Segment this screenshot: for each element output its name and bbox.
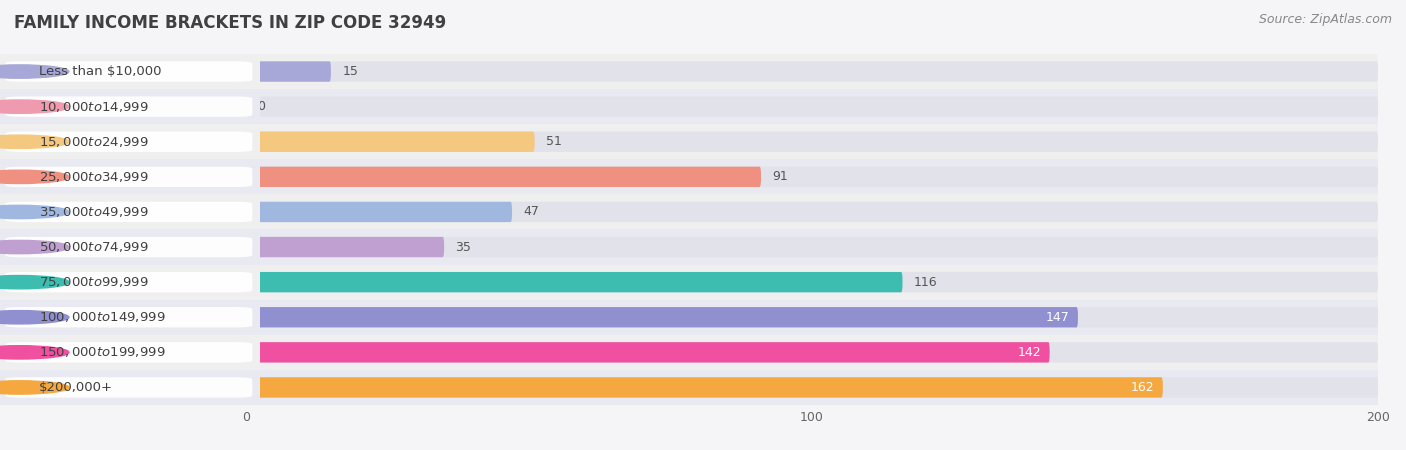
Text: 147: 147 <box>1046 311 1070 324</box>
Bar <box>0 54 260 89</box>
FancyBboxPatch shape <box>246 377 1378 398</box>
Bar <box>0 335 260 370</box>
FancyBboxPatch shape <box>6 166 252 187</box>
Bar <box>0 159 260 194</box>
Text: $150,000 to $199,999: $150,000 to $199,999 <box>39 345 166 360</box>
Text: $35,000 to $49,999: $35,000 to $49,999 <box>39 205 149 219</box>
FancyBboxPatch shape <box>246 202 1378 222</box>
Bar <box>246 335 1378 370</box>
Bar <box>246 89 1378 124</box>
Circle shape <box>0 205 69 219</box>
FancyBboxPatch shape <box>6 377 252 398</box>
FancyBboxPatch shape <box>246 166 1378 187</box>
FancyBboxPatch shape <box>6 96 252 117</box>
Text: $100,000 to $149,999: $100,000 to $149,999 <box>39 310 166 324</box>
Text: 162: 162 <box>1130 381 1154 394</box>
Text: $15,000 to $24,999: $15,000 to $24,999 <box>39 135 149 149</box>
Bar <box>246 54 1378 89</box>
Bar <box>0 194 260 230</box>
Bar <box>0 124 260 159</box>
Bar <box>0 265 260 300</box>
FancyBboxPatch shape <box>246 342 1050 363</box>
Bar <box>246 230 1378 265</box>
Circle shape <box>0 310 69 324</box>
FancyBboxPatch shape <box>6 307 252 328</box>
Text: 91: 91 <box>772 171 789 183</box>
Bar <box>0 370 260 405</box>
Text: 116: 116 <box>914 276 938 288</box>
FancyBboxPatch shape <box>246 237 1378 257</box>
Text: $200,000+: $200,000+ <box>39 381 112 394</box>
Circle shape <box>0 275 69 289</box>
FancyBboxPatch shape <box>246 342 1378 363</box>
FancyBboxPatch shape <box>246 166 761 187</box>
FancyBboxPatch shape <box>6 342 252 363</box>
Text: 142: 142 <box>1018 346 1042 359</box>
Bar <box>246 159 1378 194</box>
FancyBboxPatch shape <box>246 61 1378 82</box>
FancyBboxPatch shape <box>246 131 534 152</box>
Text: 51: 51 <box>546 135 562 148</box>
Bar <box>246 300 1378 335</box>
FancyBboxPatch shape <box>6 131 252 152</box>
Circle shape <box>0 240 69 254</box>
Bar <box>0 89 260 124</box>
FancyBboxPatch shape <box>246 272 1378 292</box>
Text: 15: 15 <box>342 65 359 78</box>
Circle shape <box>0 170 69 184</box>
Text: 35: 35 <box>456 241 471 253</box>
FancyBboxPatch shape <box>246 237 444 257</box>
FancyBboxPatch shape <box>246 272 903 292</box>
FancyBboxPatch shape <box>246 96 1378 117</box>
FancyBboxPatch shape <box>6 202 252 222</box>
FancyBboxPatch shape <box>6 61 252 82</box>
Text: $50,000 to $74,999: $50,000 to $74,999 <box>39 240 149 254</box>
Circle shape <box>0 135 69 148</box>
FancyBboxPatch shape <box>6 237 252 257</box>
Text: $10,000 to $14,999: $10,000 to $14,999 <box>39 99 149 114</box>
Bar <box>0 300 260 335</box>
Circle shape <box>0 381 69 394</box>
Text: Source: ZipAtlas.com: Source: ZipAtlas.com <box>1258 14 1392 27</box>
Text: $25,000 to $34,999: $25,000 to $34,999 <box>39 170 149 184</box>
Bar <box>246 194 1378 230</box>
FancyBboxPatch shape <box>246 377 1163 398</box>
FancyBboxPatch shape <box>246 61 330 82</box>
Text: 47: 47 <box>523 206 540 218</box>
FancyBboxPatch shape <box>6 272 252 292</box>
Circle shape <box>0 65 69 78</box>
Bar <box>246 370 1378 405</box>
Bar <box>246 265 1378 300</box>
FancyBboxPatch shape <box>246 307 1378 328</box>
Bar <box>0 230 260 265</box>
FancyBboxPatch shape <box>246 131 1378 152</box>
Text: 0: 0 <box>257 100 266 113</box>
Text: FAMILY INCOME BRACKETS IN ZIP CODE 32949: FAMILY INCOME BRACKETS IN ZIP CODE 32949 <box>14 14 446 32</box>
Bar <box>246 124 1378 159</box>
Text: Less than $10,000: Less than $10,000 <box>39 65 162 78</box>
Text: $75,000 to $99,999: $75,000 to $99,999 <box>39 275 149 289</box>
Circle shape <box>0 346 69 359</box>
FancyBboxPatch shape <box>246 307 1078 328</box>
Circle shape <box>0 100 69 113</box>
FancyBboxPatch shape <box>246 202 512 222</box>
